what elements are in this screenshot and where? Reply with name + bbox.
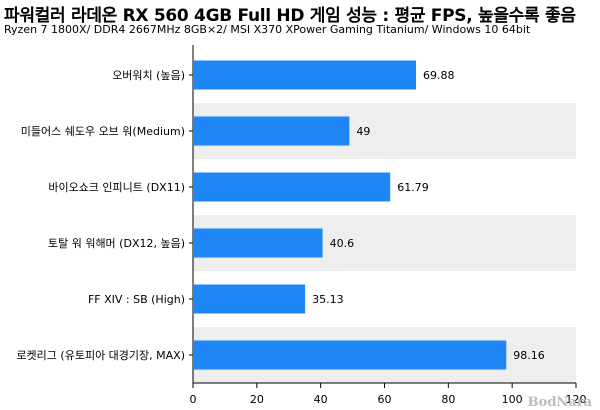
bar xyxy=(193,284,306,314)
x-tick-label: 0 xyxy=(190,393,197,406)
x-tick-label: 80 xyxy=(441,393,455,406)
bar xyxy=(193,340,507,370)
value-label: 40.6 xyxy=(330,237,355,250)
value-label: 49 xyxy=(356,125,370,138)
value-label: 35.13 xyxy=(312,293,344,306)
bar xyxy=(193,172,391,202)
category-label: FF XIV : SB (High) xyxy=(88,293,185,306)
x-tick-label: 60 xyxy=(378,393,392,406)
x-tick-label: 120 xyxy=(566,393,587,406)
category-label: 토탈 워 워해머 (DX12, 높음) xyxy=(48,236,185,250)
category-label: 미들어스 쉐도우 오브 워(Medium) xyxy=(21,125,185,138)
value-label: 98.16 xyxy=(513,349,545,362)
category-label: 오버워치 (높음) xyxy=(112,69,185,82)
bar xyxy=(193,116,350,146)
chart-subtitle: Ryzen 7 1800X/ DDR4 2667MHz 8GB×2/ MSI X… xyxy=(4,23,531,36)
bar xyxy=(193,60,417,90)
watermark-logo: BodNara xyxy=(527,395,592,410)
x-tick-label: 100 xyxy=(502,393,523,406)
x-tick-label: 20 xyxy=(250,393,264,406)
bar xyxy=(193,228,323,258)
category-label: 바이오쇼크 인피니트 (DX11) xyxy=(48,181,185,194)
chart-title: 파워컬러 라데온 RX 560 4GB Full HD 게임 성능 : 평균 F… xyxy=(4,6,576,26)
value-label: 69.88 xyxy=(423,69,455,82)
x-tick-label: 40 xyxy=(314,393,328,406)
value-label: 61.79 xyxy=(397,181,429,194)
category-label: 로켓리그 (유토피아 대경기장, MAX) xyxy=(16,349,185,362)
